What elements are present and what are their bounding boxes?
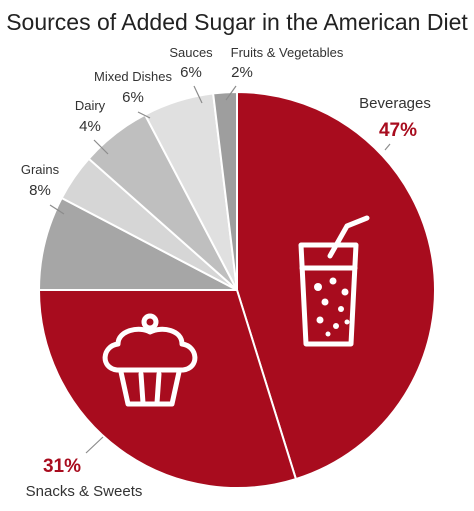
chart-title: Sources of Added Sugar in the American D… (6, 9, 468, 35)
leader-line-fruits-and-vegetables (225, 85, 237, 101)
slice-value-sauces: 6% (180, 64, 202, 81)
slice-label-dairy: Dairy (75, 98, 106, 113)
leader-line-sauces (193, 85, 203, 104)
pie-slice-fruits-and-vegetables (212, 90, 238, 291)
drink-glass-icon (298, 215, 370, 347)
pie-slice-snacks-and-sweets (37, 289, 298, 489)
slice-label-fruits-and-vegetables: Fruits & Vegetables (231, 45, 344, 60)
pie-slice-grains (37, 196, 238, 291)
leader-line-mixed-dishes (137, 111, 151, 119)
slice-value-fruits-and-vegetables: 2% (231, 64, 253, 81)
leader-line-grains (49, 204, 65, 215)
slice-value-grains: 8% (29, 182, 51, 199)
leader-line-dairy (93, 139, 109, 155)
slice-label-mixed-dishes: Mixed Dishes (94, 69, 173, 84)
leader-line-beverages (384, 143, 391, 151)
slice-label-grains: Grains (21, 162, 60, 177)
slice-label-sauces: Sauces (169, 45, 213, 60)
slice-value-beverages: 47% (379, 120, 417, 141)
slice-label-snacks-and-sweets: Snacks & Sweets (26, 483, 143, 500)
slice-value-snacks-and-sweets: 31% (43, 456, 81, 477)
pie-slice-beverages (236, 90, 436, 481)
cupcake-icon (102, 313, 198, 407)
slice-value-dairy: 4% (79, 118, 101, 135)
leader-line-snacks-and-sweets (85, 436, 104, 454)
slice-label-beverages: Beverages (359, 95, 431, 112)
slice-value-mixed-dishes: 6% (122, 89, 144, 106)
